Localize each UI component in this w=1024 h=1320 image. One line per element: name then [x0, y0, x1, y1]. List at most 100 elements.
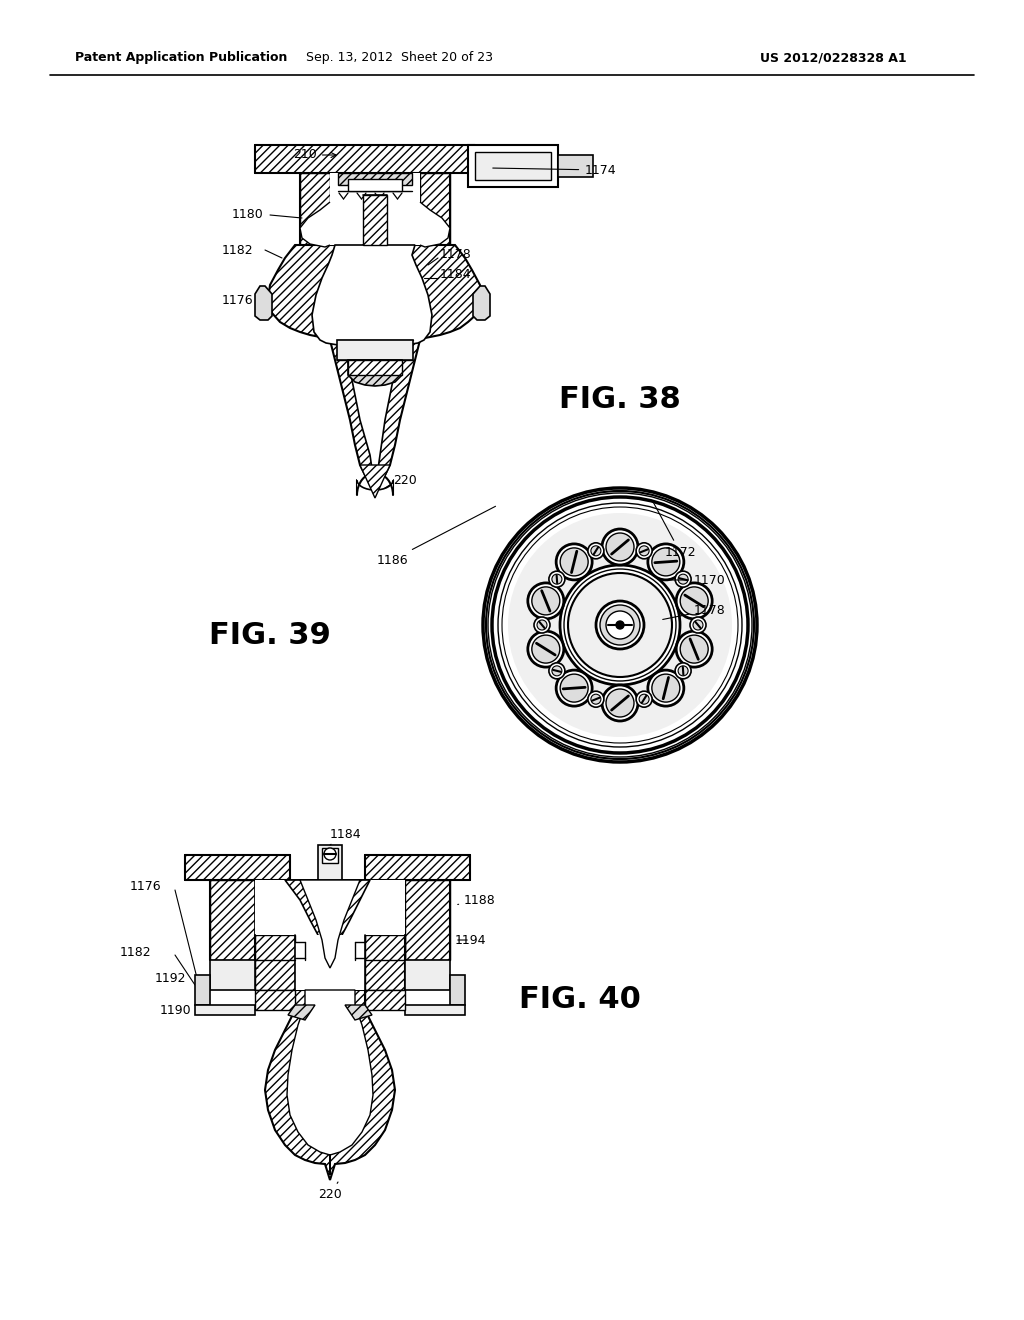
Circle shape — [690, 616, 706, 634]
Circle shape — [652, 675, 680, 702]
Circle shape — [636, 692, 652, 708]
Polygon shape — [365, 855, 470, 880]
Circle shape — [676, 631, 712, 667]
Circle shape — [616, 620, 624, 630]
Circle shape — [639, 545, 649, 556]
Bar — [255, 145, 475, 173]
Text: 1170: 1170 — [663, 573, 726, 586]
Text: US 2012/0228328 A1: US 2012/0228328 A1 — [760, 51, 906, 65]
Circle shape — [676, 583, 712, 619]
Text: FIG. 39: FIG. 39 — [209, 620, 331, 649]
Circle shape — [508, 513, 732, 737]
Text: 1184: 1184 — [329, 829, 360, 845]
Text: 1186: 1186 — [376, 507, 496, 566]
Circle shape — [324, 847, 336, 861]
Circle shape — [549, 572, 565, 587]
Polygon shape — [357, 478, 393, 495]
Bar — [295, 935, 365, 990]
Circle shape — [652, 548, 680, 576]
Circle shape — [678, 574, 688, 585]
Circle shape — [556, 671, 592, 706]
Polygon shape — [290, 880, 370, 960]
Circle shape — [560, 675, 588, 702]
Circle shape — [531, 587, 560, 615]
Text: 1172: 1172 — [652, 500, 696, 558]
Circle shape — [636, 543, 652, 558]
Circle shape — [483, 488, 757, 762]
Bar — [337, 341, 413, 360]
Circle shape — [588, 543, 604, 558]
Circle shape — [552, 574, 562, 585]
Polygon shape — [420, 173, 450, 246]
Text: 1178: 1178 — [663, 603, 726, 619]
Circle shape — [639, 694, 649, 704]
Circle shape — [591, 545, 601, 556]
Polygon shape — [406, 1005, 465, 1015]
Polygon shape — [338, 173, 412, 185]
Text: 220: 220 — [318, 1181, 342, 1201]
Text: 220: 220 — [393, 474, 417, 487]
Polygon shape — [312, 246, 432, 490]
Polygon shape — [450, 975, 465, 1005]
Text: 1176: 1176 — [130, 880, 162, 894]
Polygon shape — [360, 465, 390, 498]
Polygon shape — [300, 173, 330, 246]
Circle shape — [556, 544, 592, 579]
Polygon shape — [420, 202, 450, 247]
Polygon shape — [285, 880, 370, 954]
Text: FIG. 38: FIG. 38 — [559, 385, 681, 414]
Polygon shape — [195, 975, 210, 1005]
Bar — [322, 847, 338, 863]
Polygon shape — [210, 880, 255, 960]
Polygon shape — [365, 935, 406, 990]
Circle shape — [606, 689, 634, 717]
Bar — [255, 880, 406, 935]
Polygon shape — [265, 990, 395, 1180]
Circle shape — [552, 665, 562, 676]
Bar — [348, 360, 402, 375]
Text: Sep. 13, 2012  Sheet 20 of 23: Sep. 13, 2012 Sheet 20 of 23 — [306, 51, 494, 65]
Text: 1190: 1190 — [160, 1003, 191, 1016]
Circle shape — [534, 616, 550, 634]
Polygon shape — [406, 960, 450, 990]
Polygon shape — [255, 935, 295, 990]
Text: 1182: 1182 — [222, 243, 254, 256]
Circle shape — [591, 694, 601, 704]
Circle shape — [678, 665, 688, 676]
Text: 1180: 1180 — [232, 209, 264, 222]
Text: Patent Application Publication: Patent Application Publication — [75, 51, 288, 65]
Polygon shape — [348, 360, 402, 385]
Polygon shape — [365, 990, 406, 1010]
Polygon shape — [473, 286, 490, 319]
Polygon shape — [345, 1005, 372, 1020]
Text: FIG. 40: FIG. 40 — [519, 986, 641, 1015]
Bar — [362, 195, 387, 246]
Circle shape — [602, 685, 638, 721]
Polygon shape — [185, 855, 290, 880]
Circle shape — [560, 548, 588, 576]
Circle shape — [648, 544, 684, 579]
Circle shape — [531, 635, 560, 663]
Circle shape — [596, 601, 644, 649]
Circle shape — [675, 572, 691, 587]
Polygon shape — [300, 880, 360, 968]
Polygon shape — [287, 990, 373, 1175]
Polygon shape — [255, 990, 295, 1010]
Text: 1182: 1182 — [120, 945, 152, 958]
Polygon shape — [300, 202, 330, 247]
Circle shape — [606, 533, 634, 561]
Polygon shape — [195, 1005, 255, 1015]
Bar — [468, 145, 558, 187]
Bar — [558, 154, 593, 177]
Circle shape — [602, 529, 638, 565]
Text: 1192: 1192 — [155, 972, 186, 985]
Polygon shape — [268, 246, 482, 495]
Polygon shape — [288, 1005, 315, 1020]
Text: 1184: 1184 — [440, 268, 472, 281]
Circle shape — [560, 565, 680, 685]
Circle shape — [600, 605, 640, 645]
Text: 210: 210 — [293, 149, 336, 161]
Bar — [330, 173, 420, 246]
Circle shape — [675, 663, 691, 678]
Circle shape — [606, 611, 634, 639]
